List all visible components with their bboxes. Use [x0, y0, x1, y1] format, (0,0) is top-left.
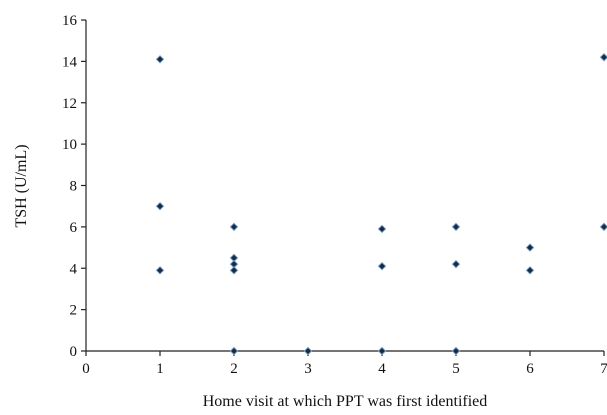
data-point — [599, 53, 607, 62]
x-tick-label: 2 — [230, 361, 238, 377]
y-tick-label: 0 — [70, 344, 78, 360]
data-point — [377, 224, 387, 234]
y-tick-label: 14 — [62, 54, 78, 70]
data-point — [155, 55, 165, 64]
y-axis-title: TSH (U/mL) — [13, 144, 30, 227]
data-point — [451, 346, 461, 356]
y-tick-label: 16 — [62, 13, 78, 29]
data-point — [377, 261, 387, 271]
x-tick-label: 0 — [82, 361, 90, 377]
data-point — [525, 243, 535, 252]
y-tick-label: 10 — [62, 137, 77, 153]
x-axis-title: Home visit at which PPT was first identi… — [203, 393, 488, 410]
data-point — [155, 266, 165, 275]
x-tick-label: 5 — [452, 361, 460, 377]
data-point — [451, 222, 461, 232]
data-point — [155, 201, 165, 211]
x-axis: 0 1 2 3 4 5 6 7 — [82, 350, 607, 377]
y-tick-label: 2 — [70, 303, 78, 319]
y-tick-label: 6 — [70, 220, 78, 236]
x-tick-label: 3 — [304, 361, 312, 377]
x-tick-label: 1 — [156, 361, 164, 377]
y-tick-label: 12 — [62, 96, 77, 112]
data-point — [525, 266, 535, 275]
y-tick-label: 4 — [70, 261, 78, 277]
data-point — [229, 346, 239, 356]
x-ticks: 0 1 2 3 4 5 6 7 — [82, 351, 607, 377]
data-point — [303, 346, 313, 356]
y-tick-label: 8 — [70, 179, 78, 195]
x-tick-label: 7 — [600, 361, 607, 377]
x-tick-label: 6 — [526, 361, 534, 377]
data-point — [229, 266, 239, 275]
data-point — [377, 346, 387, 356]
x-tick-label: 4 — [378, 361, 386, 377]
data-point — [229, 222, 239, 232]
y-axis: 0 2 4 6 8 10 12 14 16 — [62, 13, 87, 360]
data-points — [155, 53, 607, 356]
data-point — [451, 259, 461, 269]
y-ticks: 0 2 4 6 8 10 12 14 16 — [62, 13, 86, 360]
data-point — [599, 222, 607, 232]
